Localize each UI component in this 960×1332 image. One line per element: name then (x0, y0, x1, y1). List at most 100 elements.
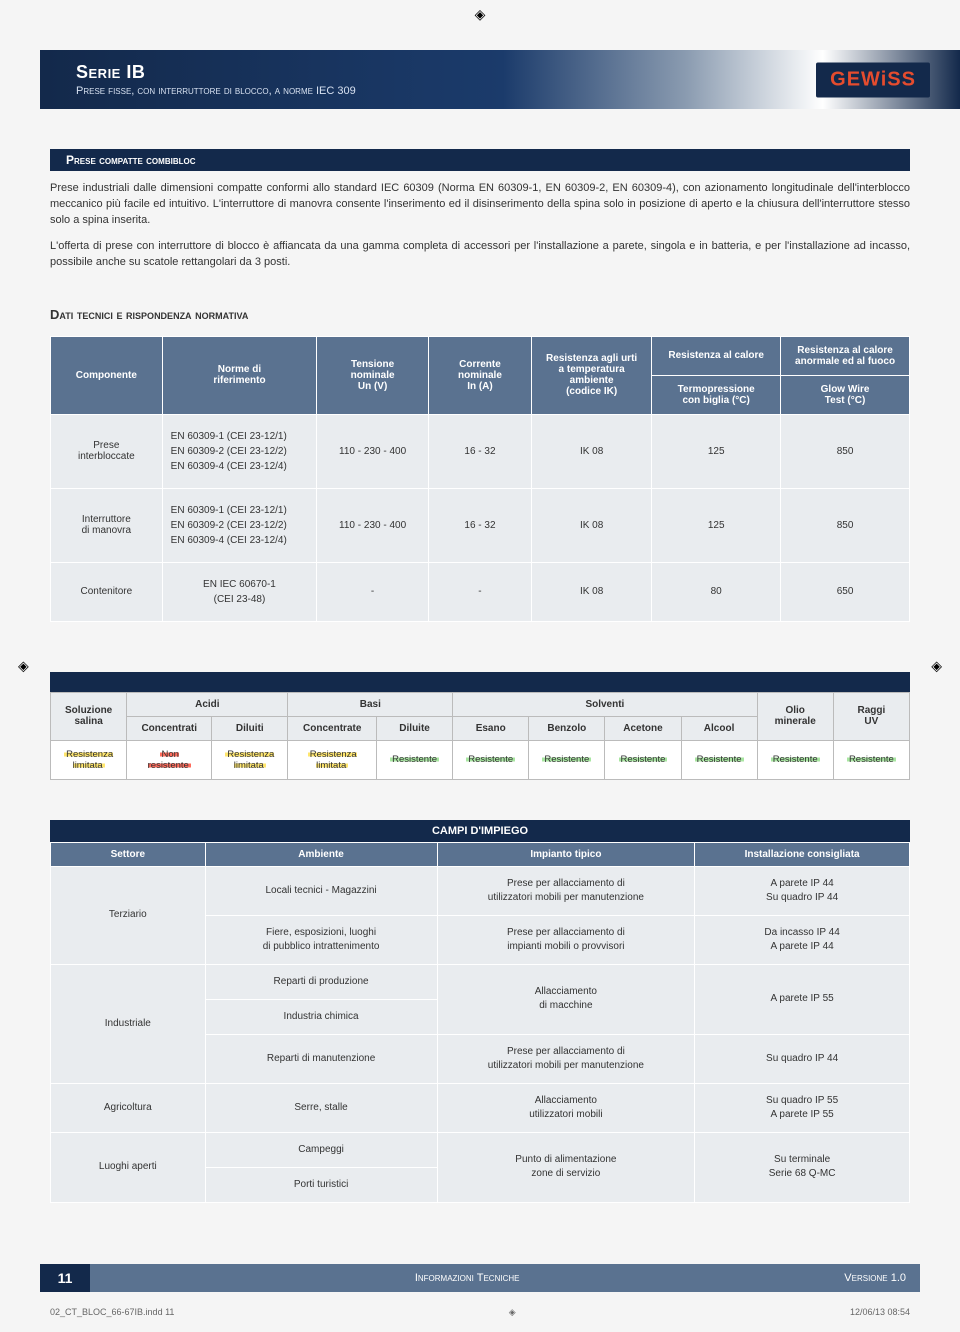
cell-alcool: Resistente (681, 740, 757, 779)
th-concentrate: Concentrate (288, 716, 377, 740)
cell-glow: 850 (781, 414, 910, 488)
page-container: Serie IB Prese fisse, con interruttore d… (0, 0, 960, 1203)
cell-termo: 80 (652, 562, 781, 621)
cell-ambiente: Industria chimica (205, 999, 437, 1034)
resist-table: Soluzionesalina Acidi Basi Solventi Olio… (50, 692, 910, 780)
crop-mark-icon: ◈ (509, 1307, 516, 1318)
campi-caption: CAMPI D'IMPIEGO (50, 820, 910, 842)
table-row: Luoghi aperti Campeggi Punto di alimenta… (51, 1132, 910, 1167)
cell-ambiente: Reparti di manutenzione (205, 1034, 437, 1083)
section-title: Prese compatte combibloc (50, 149, 910, 171)
table-row: Contenitore EN IEC 60670-1(CEI 23-48) - … (51, 562, 910, 621)
brand-logo: GEWiSS (816, 62, 930, 97)
footer: 11 Informazioni Tecniche Versione 1.0 (0, 1264, 960, 1292)
cell-norme: EN IEC 60670-1(CEI 23-48) (162, 562, 317, 621)
th-impianto: Impianto tipico (437, 842, 695, 866)
footer-version: Versione 1.0 (844, 1272, 920, 1284)
th-termo: Termopressionecon biglia (°C) (652, 375, 781, 414)
th-diluite: Diluite (377, 716, 453, 740)
cell-norme: EN 60309-1 (CEI 23-12/1)EN 60309-2 (CEI … (162, 488, 317, 562)
cell-urti: IK 08 (532, 562, 652, 621)
cell-impianto: Allacciamentodi macchine (437, 964, 695, 1034)
cell-impianto: Allacciamentoutilizzatori mobili (437, 1083, 695, 1132)
cell-conc-acidi: Nonresistente (127, 740, 212, 779)
cell-settore: Luoghi aperti (51, 1132, 206, 1202)
th-calore: Resistenza al calore (652, 336, 781, 375)
th-esano: Esano (453, 716, 529, 740)
cell-impianto: Prese per allacciamento diutilizzatori m… (437, 1034, 695, 1083)
table-row: Terziario Locali tecnici - Magazzini Pre… (51, 866, 910, 915)
dati-table: Componente Norme diriferimento Tensionen… (50, 336, 910, 622)
cell-install: Su terminaleSerie 68 Q-MC (695, 1132, 910, 1202)
cell-corrente: - (428, 562, 531, 621)
cell-install: A parete IP 44Su quadro IP 44 (695, 866, 910, 915)
cell-install: Da incasso IP 44A parete IP 44 (695, 915, 910, 964)
th-olio: Oliominerale (757, 692, 833, 740)
cell-ambiente: Porti turistici (205, 1167, 437, 1202)
cell-conc-basi: Resistenzalimitata (288, 740, 377, 779)
th-settore: Settore (51, 842, 206, 866)
page-number: 11 (40, 1264, 90, 1292)
cell-install: Su quadro IP 55A parete IP 55 (695, 1083, 910, 1132)
series-title: Serie IB (76, 62, 930, 83)
th-acetone: Acetone (605, 716, 681, 740)
th-componente: Componente (51, 336, 163, 414)
th-ambiente: Ambiente (205, 842, 437, 866)
cell-dil-acidi: Resistenzalimitata (212, 740, 288, 779)
th-soluzione: Soluzionesalina (51, 692, 127, 740)
table-row: Interruttoredi manovra EN 60309-1 (CEI 2… (51, 488, 910, 562)
cell-tensione: 110 - 230 - 400 (317, 414, 429, 488)
cell-termo: 125 (652, 488, 781, 562)
series-subtitle: Prese fisse, con interruttore di blocco,… (76, 85, 930, 97)
cell-install: Su quadro IP 44 (695, 1034, 910, 1083)
cell-componente: Contenitore (51, 562, 163, 621)
th-solventi: Solventi (453, 692, 758, 716)
campi-table: CAMPI D'IMPIEGO Settore Ambiente Impiant… (50, 820, 910, 1203)
th-raggi: RaggiUV (833, 692, 909, 740)
crop-mark-icon: ◈ (931, 658, 942, 675)
cell-olio: Resistente (757, 740, 833, 779)
cell-install: A parete IP 55 (695, 964, 910, 1034)
cell-settore: Terziario (51, 866, 206, 964)
th-diluiti: Diluiti (212, 716, 288, 740)
cell-impianto: Prese per allacciamento diutilizzatori m… (437, 866, 695, 915)
th-install: Installazione consigliata (695, 842, 910, 866)
cell-settore: Industriale (51, 964, 206, 1083)
cell-raggi: Resistente (833, 740, 909, 779)
th-corrente: CorrentenominaleIn (A) (428, 336, 531, 414)
cell-settore: Agricoltura (51, 1083, 206, 1132)
th-acidi: Acidi (127, 692, 288, 716)
cell-ambiente: Locali tecnici - Magazzini (205, 866, 437, 915)
footer-center: Informazioni Tecniche (90, 1272, 844, 1284)
cell-tensione: 110 - 230 - 400 (317, 488, 429, 562)
cell-urti: IK 08 (532, 414, 652, 488)
brand-logo-text: GEWiSS (830, 68, 916, 90)
cell-ambiente: Reparti di produzione (205, 964, 437, 999)
print-file: 02_CT_BLOC_66-67IB.indd 11 (50, 1307, 174, 1318)
table-row: Agricoltura Serre, stalle Allacciamentou… (51, 1083, 910, 1132)
resist-band (50, 672, 910, 692)
crop-mark-icon: ◈ (475, 6, 486, 23)
th-alcool: Alcool (681, 716, 757, 740)
cell-tensione: - (317, 562, 429, 621)
cell-termo: 125 (652, 414, 781, 488)
cell-norme: EN 60309-1 (CEI 23-12/1)EN 60309-2 (CEI … (162, 414, 317, 488)
th-tensione: TensionenominaleUn (V) (317, 336, 429, 414)
footer-bar: 11 Informazioni Tecniche Versione 1.0 (40, 1264, 920, 1292)
th-benzolo: Benzolo (529, 716, 605, 740)
cell-corrente: 16 - 32 (428, 414, 531, 488)
print-date: 12/06/13 08:54 (850, 1307, 910, 1318)
th-norme: Norme diriferimento (162, 336, 317, 414)
cell-acetone: Resistente (605, 740, 681, 779)
table-row: Preseinterbloccate EN 60309-1 (CEI 23-12… (51, 414, 910, 488)
cell-impianto: Prese per allacciamento diimpianti mobil… (437, 915, 695, 964)
th-concentrati: Concentrati (127, 716, 212, 740)
table-row: Resistenzalimitata Nonresistente Resiste… (51, 740, 910, 779)
intro-paragraph: Prese industriali dalle dimensioni compa… (50, 181, 910, 229)
cell-soluzione: Resistenzalimitata (51, 740, 127, 779)
dati-title: Dati tecnici e rispondenza normativa (50, 307, 910, 322)
th-glow: Glow WireTest (°C) (781, 375, 910, 414)
th-urti: Resistenza agli urtia temperaturaambient… (532, 336, 652, 414)
cell-esano: Resistente (453, 740, 529, 779)
cell-benzolo: Resistente (529, 740, 605, 779)
